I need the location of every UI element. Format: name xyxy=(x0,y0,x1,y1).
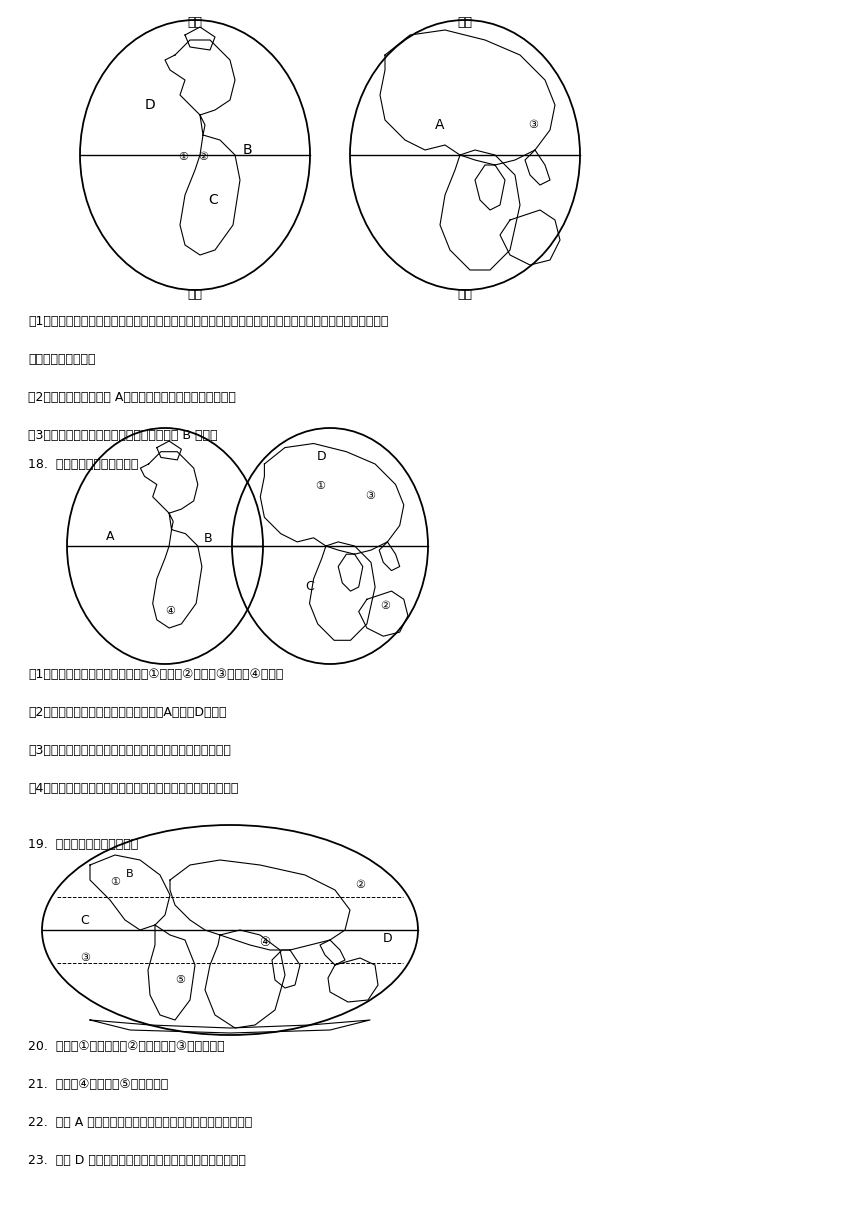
Text: ②: ② xyxy=(355,880,365,890)
Text: ①: ① xyxy=(315,482,325,491)
Text: （3）从图中可知，赤道穿过大陆的大洲是＿＿＿和＿＿＿。: （3）从图中可知，赤道穿过大陆的大洲是＿＿＿和＿＿＿。 xyxy=(28,744,230,758)
Text: 南极: 南极 xyxy=(458,288,472,302)
Text: ③: ③ xyxy=(365,491,375,501)
Text: ②: ② xyxy=(198,152,208,162)
Text: （4）环绕印度洋的大洲有＿＿＿、＿＿＿、＿＿＿、＿＿＿。: （4）环绕印度洋的大洲有＿＿＿、＿＿＿、＿＿＿、＿＿＿。 xyxy=(28,782,238,795)
Text: （3）＿＿＿＿＿＿＿＿运河沟通了太平洋和 B 大洋。: （3）＿＿＿＿＿＿＿＿运河沟通了太平洋和 B 大洋。 xyxy=(28,429,218,441)
Text: （1）写出图中代号所代表的大洲：①＿＿＿②＿＿＿③＿＿＿④＿＿＿: （1）写出图中代号所代表的大洲：①＿＿＿②＿＿＿③＿＿＿④＿＿＿ xyxy=(28,668,284,681)
Text: D: D xyxy=(144,98,156,112)
Text: 23.  图中 D 处是＿＿运河，该运河是＿洲和＿洲的分界线。: 23. 图中 D 处是＿＿运河，该运河是＿洲和＿洲的分界线。 xyxy=(28,1154,246,1167)
Text: ③: ③ xyxy=(528,120,538,130)
Text: ④: ④ xyxy=(260,935,271,948)
Text: ④: ④ xyxy=(165,606,175,617)
Text: ①: ① xyxy=(110,877,120,886)
Text: B: B xyxy=(204,531,212,545)
Text: ①: ① xyxy=(178,152,188,162)
Text: 22.  图中 A 代表苏伊士运河，该运河是＿洲和＿洲的分界线。: 22. 图中 A 代表苏伊士运河，该运河是＿洲和＿洲的分界线。 xyxy=(28,1116,252,1128)
Text: ③: ③ xyxy=(80,953,90,963)
Text: 21.  大洋：④＿＿＿＿⑤＿＿＿＿＿: 21. 大洋：④＿＿＿＿⑤＿＿＿＿＿ xyxy=(28,1079,169,1091)
Text: C: C xyxy=(305,580,315,592)
Text: 上三个空均填名称）: 上三个空均填名称） xyxy=(28,353,95,366)
Text: 北极: 北极 xyxy=(458,16,472,28)
Text: （2）写出图中字母所代表的大洋名称：A＿＿＿D＿＿＿: （2）写出图中字母所代表的大洋名称：A＿＿＿D＿＿＿ xyxy=(28,706,226,719)
Text: A: A xyxy=(435,118,445,133)
Text: D: D xyxy=(384,931,393,945)
Text: B: B xyxy=(243,143,252,157)
Text: 南极: 南极 xyxy=(187,288,202,302)
Text: B: B xyxy=(126,869,134,879)
Text: 18.  七大洲轮廓图回答问题：: 18. 七大洲轮廓图回答问题： xyxy=(28,458,138,471)
Text: ⑤: ⑤ xyxy=(175,975,185,985)
Text: C: C xyxy=(81,913,89,927)
Text: （1）面积最大的大洋是＿＿＿＿＿，面积最小的大洲是＿＿＿＿＿，跨经度最广的大洲是＿＿＿＿＿。（以: （1）面积最大的大洋是＿＿＿＿＿，面积最小的大洲是＿＿＿＿＿，跨经度最广的大洲是… xyxy=(28,315,389,328)
Text: A: A xyxy=(106,529,114,542)
Text: 20.  大洲：①＿＿＿＿＿②＿＿＿＿＿③＿＿＿＿＿: 20. 大洲：①＿＿＿＿＿②＿＿＿＿＿③＿＿＿＿＿ xyxy=(28,1040,224,1053)
Text: C: C xyxy=(208,193,218,207)
Text: 19.  读下图，完成下列内容。: 19. 读下图，完成下列内容。 xyxy=(28,838,138,851)
Text: ②: ② xyxy=(380,601,390,610)
Text: 北极: 北极 xyxy=(187,16,202,28)
Text: D: D xyxy=(317,450,327,462)
Text: （2）赤道横穿的大陆有 A＿＿＿＿＿＿洲大陆和南美大陆。: （2）赤道横穿的大陆有 A＿＿＿＿＿＿洲大陆和南美大陆。 xyxy=(28,392,236,404)
